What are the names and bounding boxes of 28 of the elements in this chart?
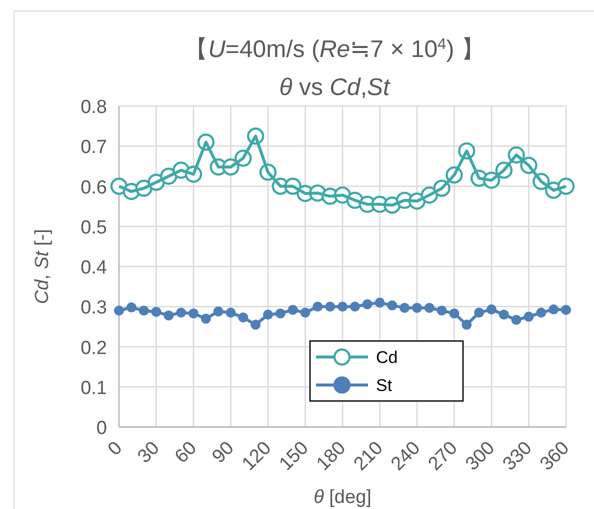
y-tick-label: 0.2 [80, 338, 107, 359]
legend-label: Cd [376, 348, 398, 367]
y-tick-label: 0.8 [80, 97, 107, 118]
x-tick-label: 330 [499, 438, 536, 475]
x-tick-label: 30 [134, 438, 164, 468]
chart-title: 【U=40m/s (Re≒7 × 10$^{4}$) 】 [184, 36, 485, 63]
y-tick-label: 0 [96, 418, 107, 439]
y-tick-label: 0.5 [80, 217, 107, 238]
x-tick-label: 240 [387, 438, 425, 475]
x-tick-label: 270 [424, 438, 462, 475]
y-tick-label: 0.3 [80, 298, 107, 319]
x-tick-label: 360 [536, 438, 574, 475]
y-tick-label: 0.1 [80, 378, 107, 399]
y-axis-title: Cd, St [-] [32, 229, 53, 304]
legend-label: St [376, 376, 392, 395]
chart-subtitle: θ vs Cd,St [279, 74, 392, 101]
x-tick-label: 0 [104, 438, 127, 460]
x-tick-label: 180 [312, 438, 350, 475]
x-tick-label: 210 [350, 438, 388, 475]
x-tick-label: 300 [462, 438, 500, 475]
x-tick-label: 90 [208, 438, 238, 468]
x-tick-label: 120 [238, 438, 276, 475]
x-tick-label: 150 [276, 438, 313, 475]
x-tick-label: 60 [171, 438, 202, 468]
x-axis-title: θ [deg] [314, 487, 372, 508]
y-tick-label: 0.6 [80, 177, 107, 198]
y-tick-label: 0.4 [80, 258, 108, 278]
y-tick-label: 0.7 [80, 137, 107, 158]
